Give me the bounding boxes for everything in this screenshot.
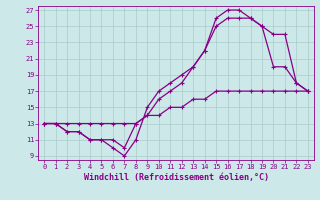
X-axis label: Windchill (Refroidissement éolien,°C): Windchill (Refroidissement éolien,°C) (84, 173, 268, 182)
